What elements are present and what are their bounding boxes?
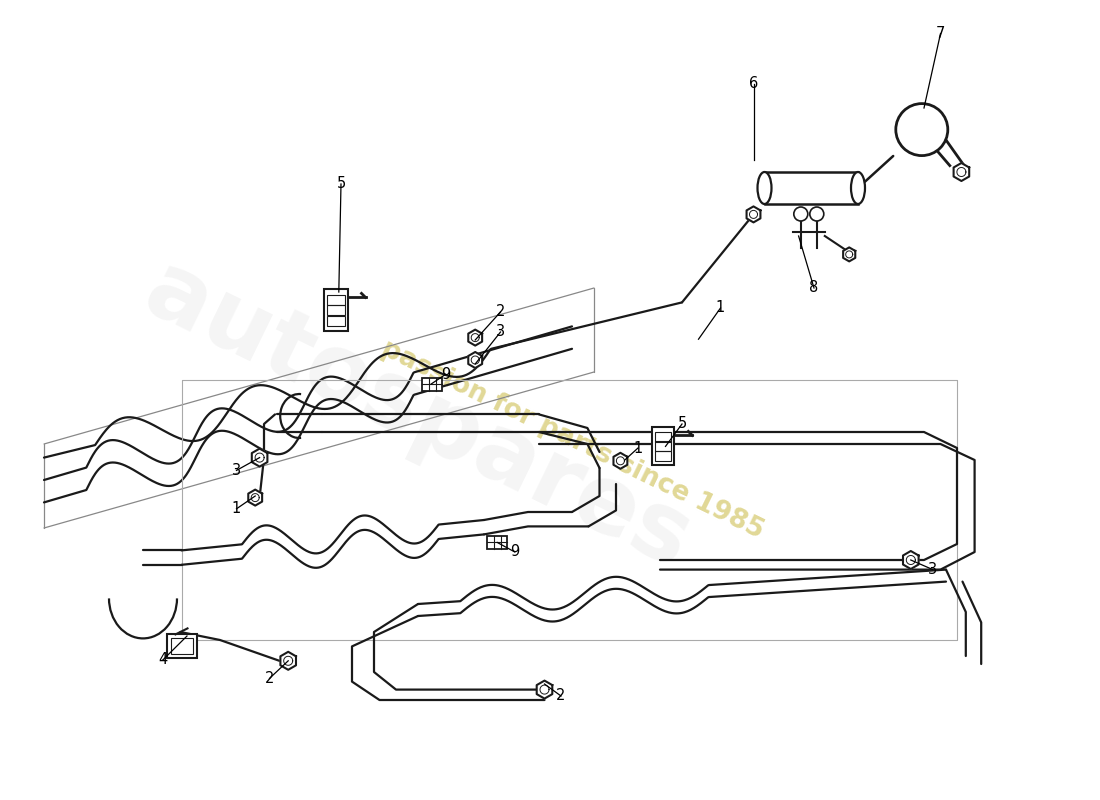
Polygon shape: [614, 453, 627, 469]
Text: 7: 7: [936, 26, 945, 41]
Polygon shape: [469, 330, 482, 346]
Text: 2: 2: [557, 689, 565, 703]
Text: 1: 1: [716, 301, 725, 315]
Bar: [327, 316, 344, 326]
Bar: [487, 536, 507, 549]
Polygon shape: [537, 681, 552, 698]
Bar: [652, 427, 674, 466]
Text: 4: 4: [158, 653, 167, 667]
Text: 3: 3: [496, 325, 505, 339]
Bar: [323, 290, 348, 331]
Circle shape: [810, 207, 824, 221]
Polygon shape: [249, 490, 262, 506]
Polygon shape: [747, 206, 760, 222]
Circle shape: [794, 207, 807, 221]
Text: autospares: autospares: [130, 244, 706, 588]
Bar: [170, 638, 192, 654]
Text: 6: 6: [749, 77, 758, 91]
Polygon shape: [843, 247, 856, 262]
Text: 1: 1: [232, 502, 241, 516]
Bar: [656, 432, 671, 442]
Bar: [656, 442, 671, 451]
Bar: [327, 295, 344, 305]
Ellipse shape: [758, 172, 771, 204]
Text: 3: 3: [928, 562, 937, 577]
Text: 9: 9: [510, 545, 519, 559]
Bar: [422, 378, 442, 390]
Text: 3: 3: [232, 463, 241, 478]
Text: passion for parts since 1985: passion for parts since 1985: [376, 336, 768, 544]
Text: 2: 2: [496, 305, 505, 319]
Polygon shape: [280, 652, 296, 670]
Text: 9: 9: [441, 367, 450, 382]
Polygon shape: [469, 352, 482, 368]
Bar: [656, 451, 671, 461]
Text: 1: 1: [634, 441, 642, 455]
Polygon shape: [954, 163, 969, 181]
Text: 2: 2: [265, 671, 274, 686]
Text: 8: 8: [810, 281, 818, 295]
Bar: [327, 306, 344, 315]
Text: 5: 5: [337, 177, 345, 191]
Polygon shape: [903, 551, 918, 569]
Polygon shape: [252, 449, 267, 466]
Bar: [166, 634, 197, 658]
Text: 5: 5: [678, 417, 686, 431]
Bar: [764, 172, 858, 204]
Ellipse shape: [851, 172, 865, 204]
